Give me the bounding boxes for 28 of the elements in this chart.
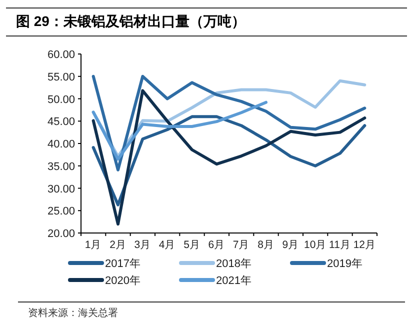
text: 资料来源：海关总署	[28, 307, 118, 319]
legend-label: 2019年	[327, 258, 362, 270]
legend-label: 2018年	[216, 258, 252, 270]
y-tick-label: 30.00	[47, 183, 75, 196]
y-tick-label: 25.00	[47, 206, 75, 218]
x-tick-label: 3月	[134, 239, 152, 251]
y-tick-label: 20.00	[47, 228, 75, 240]
x-tick-label: 12月	[353, 239, 376, 251]
y-tick-label: 45.00	[47, 116, 75, 128]
y-tick-label: 60.00	[47, 49, 75, 61]
legend-label: 2017年	[105, 258, 140, 270]
x-tick-label: 11月	[329, 239, 351, 251]
y-tick-label: 40.00	[47, 138, 75, 150]
x-tick-label: 5月	[184, 239, 200, 251]
x-tick-label: 7月	[232, 239, 250, 251]
x-tick-label: 9月	[282, 239, 300, 251]
x-tick-label: 1月	[84, 239, 102, 251]
y-tick-label: 50.00	[47, 94, 75, 106]
x-tick-label: 2月	[110, 239, 126, 251]
title: 图 29：未锻铝及铝材出口量（万吨）	[16, 13, 246, 29]
x-tick-label: 4月	[158, 239, 176, 251]
legend-label: 2021年	[216, 275, 252, 287]
x-tick-label: 8月	[258, 239, 274, 251]
y-tick-label: 35.00	[47, 160, 75, 173]
x-tick-label: 10月	[304, 239, 327, 251]
x-tick-label: 6月	[208, 239, 226, 251]
y-tick-label: 55.00	[47, 71, 75, 84]
legend-label: 2020年	[105, 275, 140, 287]
